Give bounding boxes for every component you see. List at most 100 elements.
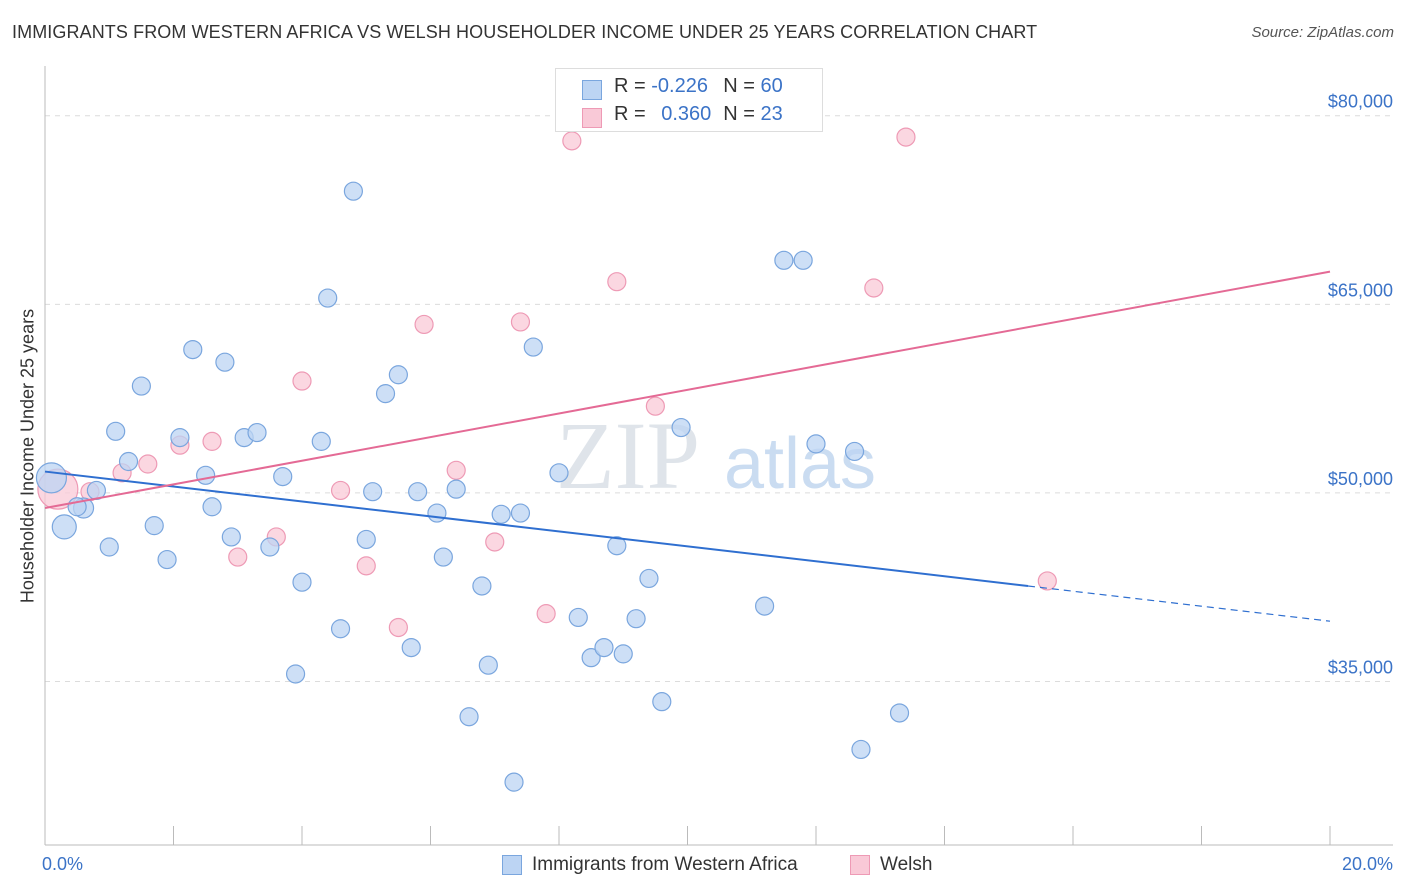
trend-lines bbox=[44, 270, 1331, 622]
gridlines bbox=[45, 115, 1393, 683]
legend-r-label: R = bbox=[614, 74, 646, 97]
y-tick-label: $65,000 bbox=[1328, 280, 1393, 300]
legend-row-welsh: R = 0.360 N = 23 bbox=[582, 100, 783, 128]
data-point bbox=[864, 278, 884, 298]
legend-swatch-blue bbox=[502, 855, 522, 875]
data-point bbox=[652, 692, 672, 712]
legend-item-welsh[interactable]: Welsh bbox=[850, 852, 932, 878]
data-point bbox=[806, 434, 826, 454]
data-point bbox=[485, 532, 505, 552]
data-point bbox=[35, 462, 68, 494]
trend-line-welsh bbox=[44, 270, 1331, 510]
correlation-legend: R = -0.226 N = 60 R = 0.360 N = 23 bbox=[555, 68, 823, 132]
data-point bbox=[343, 181, 363, 201]
legend-swatch-blue bbox=[582, 80, 602, 100]
data-point bbox=[446, 460, 466, 480]
watermark: ZIP atlas bbox=[556, 402, 876, 509]
chart-title: IMMIGRANTS FROM WESTERN AFRICA VS WELSH … bbox=[12, 22, 1038, 42]
data-point bbox=[504, 772, 524, 792]
data-point bbox=[549, 463, 569, 483]
data-point bbox=[472, 576, 492, 596]
data-point bbox=[292, 572, 312, 592]
data-point bbox=[626, 609, 646, 629]
legend-n-value: 23 bbox=[760, 102, 783, 125]
legend-swatch-pink bbox=[850, 855, 870, 875]
data-point bbox=[562, 131, 582, 151]
legend-n-label: N = bbox=[723, 102, 755, 125]
y-tick-label: $50,000 bbox=[1328, 469, 1393, 489]
legend-r-label: R = bbox=[614, 102, 646, 125]
data-point bbox=[356, 556, 376, 576]
data-point bbox=[131, 376, 151, 396]
watermark-atlas: atlas bbox=[724, 424, 876, 504]
data-point bbox=[388, 617, 408, 638]
data-point bbox=[793, 250, 813, 270]
legend-series-name: Immigrants from Western Africa bbox=[532, 854, 798, 875]
data-point bbox=[844, 441, 865, 462]
data-point bbox=[581, 648, 601, 668]
data-point bbox=[536, 604, 556, 624]
x-tick-labels: 0.0% 20.0% bbox=[42, 854, 1393, 874]
legend-n-value: 60 bbox=[760, 74, 783, 97]
data-point bbox=[414, 314, 434, 335]
welsh-points bbox=[37, 127, 1057, 638]
data-point bbox=[292, 371, 312, 391]
data-point bbox=[99, 537, 119, 557]
data-point bbox=[356, 529, 376, 550]
legend-item-western-africa[interactable]: Immigrants from Western Africa bbox=[502, 852, 798, 878]
y-tick-labels: $35,000 $50,000 $65,000 $80,000 bbox=[1328, 92, 1393, 678]
data-point bbox=[510, 312, 531, 332]
data-point bbox=[375, 384, 396, 404]
y-tick-label: $35,000 bbox=[1328, 658, 1393, 678]
data-point bbox=[144, 516, 164, 536]
x-tick-label: 0.0% bbox=[42, 854, 83, 874]
data-point bbox=[318, 288, 338, 308]
data-point bbox=[478, 655, 498, 675]
data-point bbox=[639, 568, 659, 589]
data-point bbox=[170, 428, 190, 448]
data-point bbox=[202, 431, 222, 451]
data-point bbox=[273, 466, 293, 487]
data-point bbox=[459, 707, 479, 727]
legend-swatch-pink bbox=[582, 108, 602, 128]
data-point bbox=[446, 479, 466, 499]
data-point bbox=[215, 352, 235, 372]
data-point bbox=[51, 514, 77, 540]
data-point bbox=[896, 127, 916, 147]
data-point bbox=[330, 619, 351, 639]
data-point bbox=[285, 664, 306, 684]
data-point bbox=[889, 703, 910, 723]
trend-line-western-africa-extension bbox=[1027, 585, 1331, 622]
data-point bbox=[138, 454, 158, 474]
data-point bbox=[228, 547, 248, 567]
legend-n-label: N = bbox=[723, 74, 755, 97]
legend-r-value: -0.226 bbox=[651, 74, 708, 97]
data-point bbox=[568, 607, 588, 628]
data-point bbox=[754, 596, 775, 616]
data-point bbox=[330, 480, 351, 501]
data-point bbox=[613, 644, 633, 664]
data-point bbox=[106, 421, 126, 441]
source-label: Source: ZipAtlas.com bbox=[1251, 24, 1394, 41]
watermark-zip: ZIP bbox=[556, 402, 700, 509]
x-tick-label: 20.0% bbox=[1342, 854, 1393, 874]
data-point bbox=[523, 337, 543, 357]
data-point bbox=[221, 527, 241, 547]
data-point bbox=[388, 365, 408, 385]
western-africa-points bbox=[35, 181, 910, 792]
axes bbox=[44, 66, 1393, 846]
data-point bbox=[401, 637, 421, 658]
y-tick-label: $80,000 bbox=[1328, 92, 1393, 112]
data-point bbox=[433, 547, 453, 567]
data-point bbox=[408, 482, 428, 502]
data-point bbox=[851, 739, 871, 760]
data-point bbox=[607, 272, 627, 292]
trend-line-western-africa bbox=[44, 470, 1029, 587]
legend-series-name: Welsh bbox=[880, 854, 933, 875]
data-point bbox=[645, 396, 665, 416]
data-point bbox=[774, 250, 794, 270]
data-point bbox=[671, 417, 691, 438]
data-point bbox=[118, 451, 139, 472]
data-point bbox=[510, 503, 531, 523]
